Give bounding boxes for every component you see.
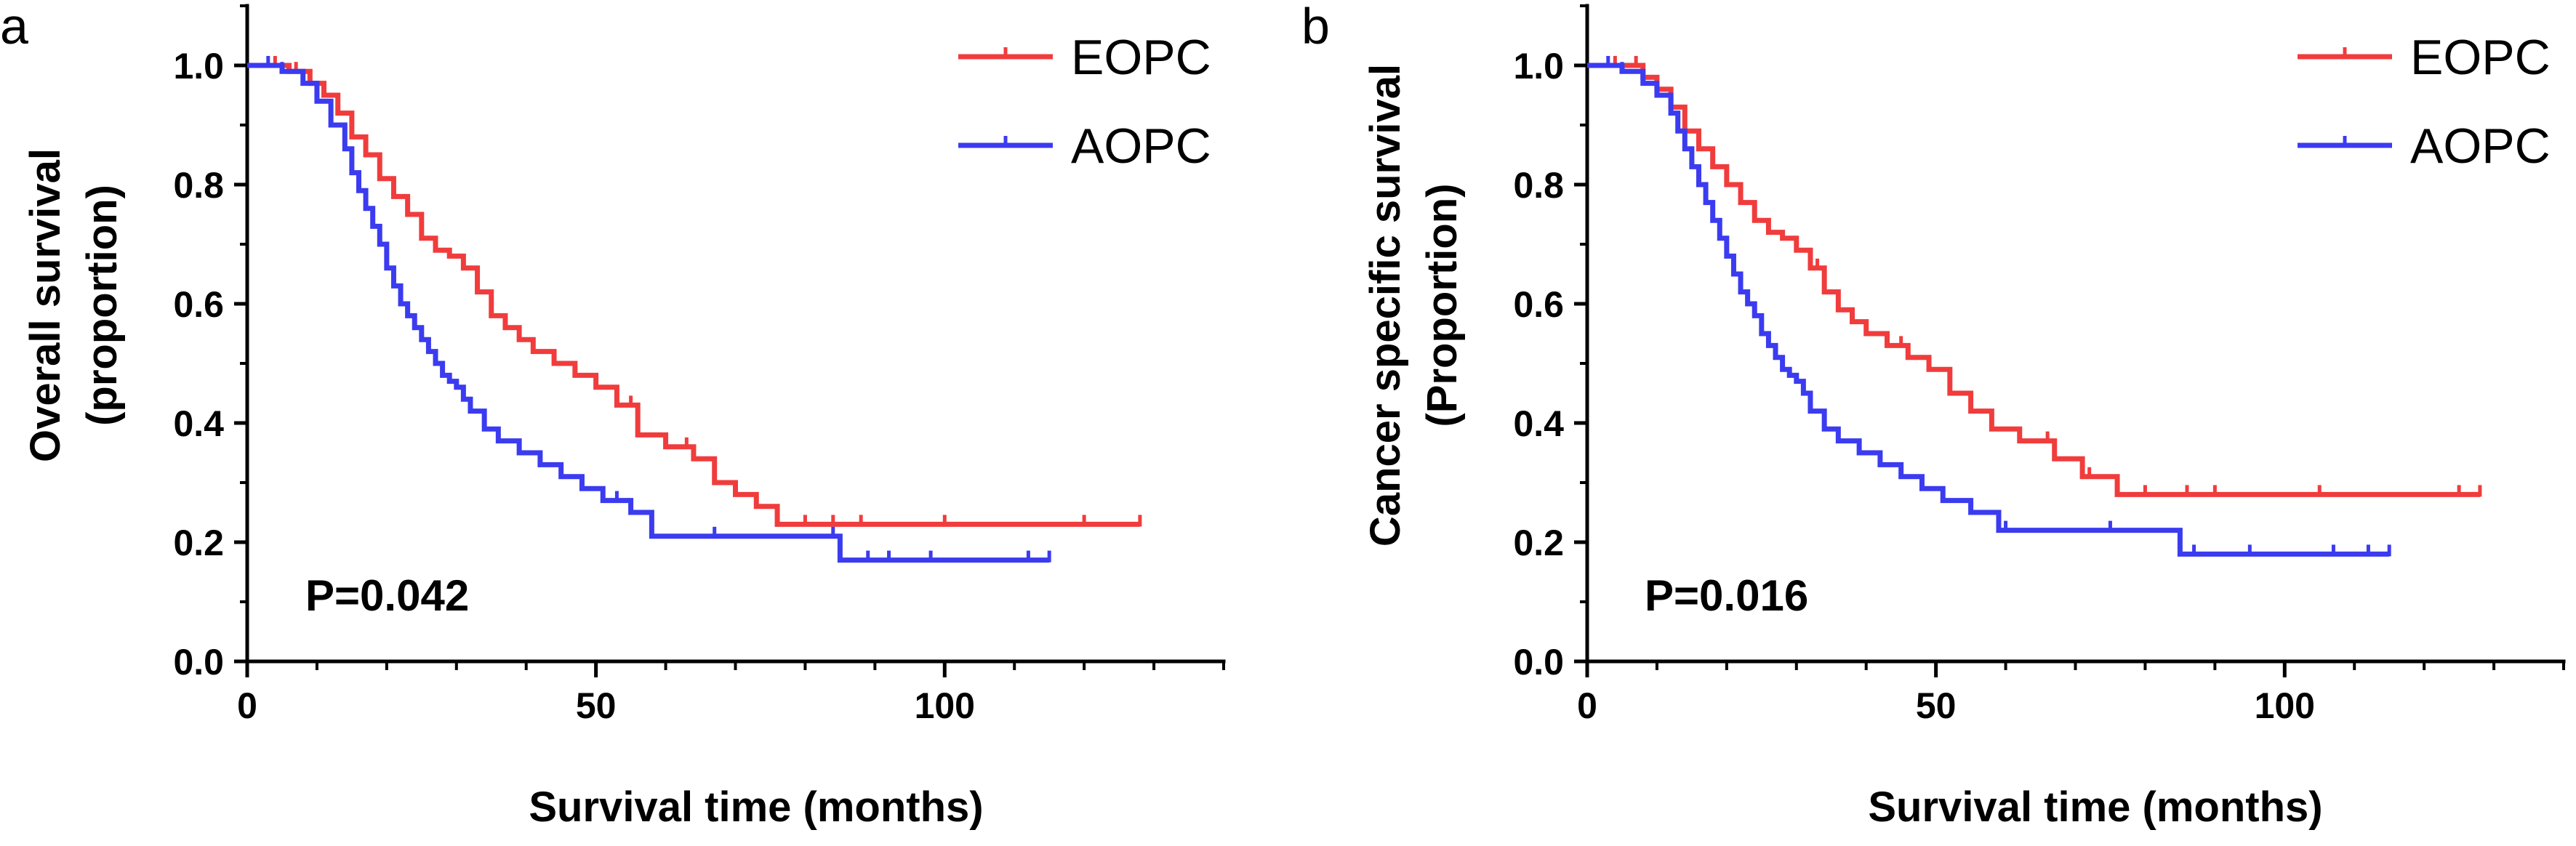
legend-label-eopc: EOPC <box>2410 30 2551 85</box>
x-tick-label: 0 <box>237 685 257 726</box>
y-tick-label: 0.4 <box>173 403 224 444</box>
x-axis-title: Survival time (months) <box>529 783 983 831</box>
legend-label-eopc: EOPC <box>1071 30 1211 85</box>
legend-label-aopc: AOPC <box>1071 118 1211 174</box>
panel-b: b Cancer specific survival (Proportion) … <box>1301 0 2566 831</box>
panel-letter: a <box>0 0 28 55</box>
curves <box>1587 56 2482 557</box>
y-tick-label: 0.0 <box>1513 642 1564 682</box>
axes <box>245 4 1226 664</box>
y-tick-label: 0.8 <box>173 165 224 206</box>
panel-a: a Overall survival (proportion) Survival… <box>0 0 1226 831</box>
y-axis-title: Cancer specific survival <box>1362 64 1409 547</box>
p-value-annotation: P=0.042 <box>305 571 469 620</box>
y-tick-label: 1.0 <box>173 46 224 86</box>
y-tick-label: 0.6 <box>173 284 224 325</box>
y-tick-label: 0.0 <box>173 642 224 682</box>
y-tick-label: 0.6 <box>1513 284 1564 325</box>
y-tick-label: 0.2 <box>1513 523 1564 563</box>
panel-letter: b <box>1301 0 1330 55</box>
p-value-annotation: P=0.016 <box>1645 571 1808 620</box>
legend: EOPC AOPC <box>2298 30 2551 174</box>
x-axis-title: Survival time (months) <box>1868 783 2322 831</box>
legend: EOPC AOPC <box>958 30 1211 174</box>
legend-label-aopc: AOPC <box>2410 118 2551 174</box>
axes <box>1585 4 2566 664</box>
x-tick-label: 100 <box>2255 685 2315 726</box>
y-tick-label: 0.2 <box>173 523 224 563</box>
survival-curve-aopc <box>1587 63 2390 557</box>
survival-curve-eopc <box>1587 63 2480 497</box>
survival-curve-aopc <box>247 63 1050 563</box>
survival-curve-eopc <box>247 63 1140 527</box>
y-axis-title: Overall survival <box>22 148 69 462</box>
curves <box>247 56 1142 563</box>
x-tick-label: 50 <box>576 685 617 726</box>
y-tick-label: 0.8 <box>1513 165 1564 206</box>
ticks: 0.0 0.2 0.4 0.6 0.8 1.0 0 50 100 <box>1513 4 2565 726</box>
x-tick-label: 100 <box>915 685 975 726</box>
y-tick-label: 1.0 <box>1513 46 1564 86</box>
x-tick-label: 50 <box>1916 685 1957 726</box>
y-tick-label: 0.4 <box>1513 403 1564 444</box>
ticks: 0.0 0.2 0.4 0.6 0.8 1.0 0 50 100 <box>173 4 1225 726</box>
x-tick-label: 0 <box>1577 685 1597 726</box>
y-axis-title-line2: (Proportion) <box>1419 183 1466 427</box>
y-axis-title-line2: (proportion) <box>79 185 126 426</box>
